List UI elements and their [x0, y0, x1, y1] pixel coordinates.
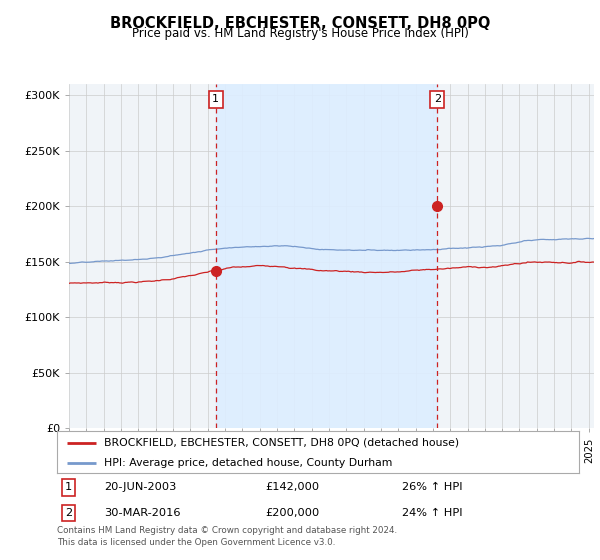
Text: 2: 2: [434, 95, 441, 105]
Text: Contains HM Land Registry data © Crown copyright and database right 2024.
This d: Contains HM Land Registry data © Crown c…: [57, 526, 397, 547]
Text: BROCKFIELD, EBCHESTER, CONSETT, DH8 0PQ (detached house): BROCKFIELD, EBCHESTER, CONSETT, DH8 0PQ …: [104, 438, 459, 448]
Text: BROCKFIELD, EBCHESTER, CONSETT, DH8 0PQ: BROCKFIELD, EBCHESTER, CONSETT, DH8 0PQ: [110, 16, 490, 31]
Text: 26% ↑ HPI: 26% ↑ HPI: [401, 482, 462, 492]
Text: £142,000: £142,000: [266, 482, 320, 492]
Text: 30-MAR-2016: 30-MAR-2016: [104, 508, 181, 518]
Text: 24% ↑ HPI: 24% ↑ HPI: [401, 508, 462, 518]
Text: Price paid vs. HM Land Registry's House Price Index (HPI): Price paid vs. HM Land Registry's House …: [131, 27, 469, 40]
Text: HPI: Average price, detached house, County Durham: HPI: Average price, detached house, Coun…: [104, 458, 392, 468]
Text: 20-JUN-2003: 20-JUN-2003: [104, 482, 176, 492]
Text: 1: 1: [212, 95, 219, 105]
Text: 1: 1: [65, 482, 72, 492]
Text: 2: 2: [65, 508, 72, 518]
Text: £200,000: £200,000: [266, 508, 320, 518]
Bar: [216, 84, 437, 428]
